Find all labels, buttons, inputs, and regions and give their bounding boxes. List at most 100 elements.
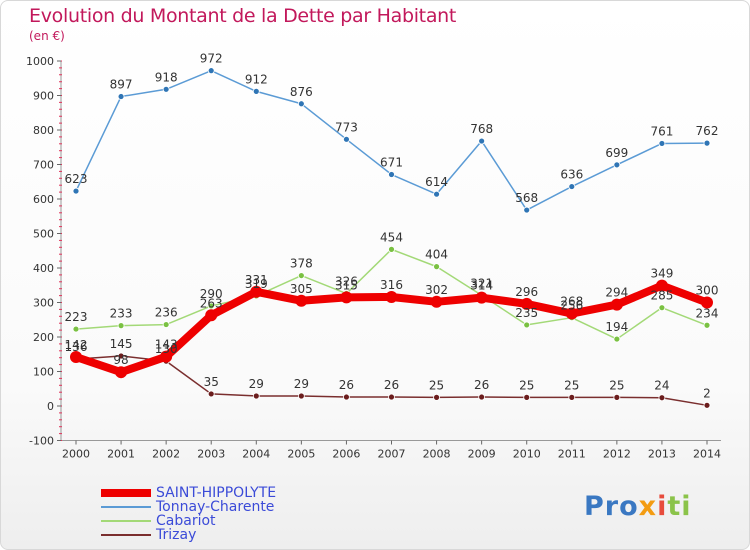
legend-label-trizay: Trizay [156,527,197,543]
x-tick-label: 2007 [378,448,406,461]
data-label: 349 [650,267,673,281]
y-tick-label: 300 [33,297,54,310]
data-point [70,351,82,364]
data-label: 296 [515,285,538,299]
data-label: 130 [155,342,178,356]
data-point [117,322,125,330]
legend-swatch-trizay [101,534,151,536]
y-tick-label: 400 [33,262,54,275]
data-point [252,392,260,400]
data-label: 143 [155,338,178,352]
data-point [207,67,215,75]
data-label: 761 [650,124,673,138]
data-label: 26 [474,378,489,392]
y-tick-label: -100 [29,435,54,448]
data-label: 29 [294,377,309,391]
x-tick-label: 2008 [423,448,451,461]
data-label: 24 [654,379,669,393]
data-label: 614 [425,175,448,189]
data-point [117,352,125,360]
data-label: 326 [335,275,358,289]
data-label: 263 [200,296,223,310]
data-point [658,304,666,312]
data-label: 331 [245,273,268,287]
data-point [388,171,395,178]
data-point [655,279,668,292]
data-point [207,302,215,310]
legend-label-cabariot: Cabariot [156,513,216,529]
data-label: 623 [65,172,88,186]
data-point [297,392,305,400]
data-label: 454 [380,230,403,244]
y-tick-label: 1000 [26,55,54,68]
y-tick-label: 100 [33,366,54,379]
series-line-1 [75,69,708,211]
x-tick-label: 2000 [62,448,90,461]
data-point [613,335,621,343]
data-point [475,291,488,304]
data-label: 25 [429,378,444,392]
data-label: 145 [110,337,133,351]
data-point [295,294,308,307]
data-label: 194 [605,320,628,334]
x-tick-label: 2002 [152,448,180,461]
y-tick-label: 800 [33,124,54,137]
data-label: 285 [650,289,673,303]
data-point [703,139,711,147]
data-point [388,393,395,401]
data-point [297,272,305,279]
data-label: 404 [425,248,448,262]
chart-subtitle: (en €) [29,29,65,43]
data-point [205,309,218,322]
data-label: 568 [515,191,538,205]
data-label: 233 [110,307,133,321]
data-label: 321 [470,276,493,290]
data-point [385,290,398,303]
data-label: 25 [519,378,534,392]
data-label: 142 [65,338,88,352]
data-point [115,366,128,379]
data-point [703,321,711,329]
x-tick-label: 2010 [513,448,541,461]
data-point [658,394,666,402]
data-label: 316 [380,278,403,292]
data-label: 699 [605,146,628,160]
data-label: 268 [560,295,583,309]
x-tick-label: 2013 [648,448,676,461]
data-label: 29 [249,377,264,391]
data-label: 290 [200,287,223,301]
data-point [613,393,621,401]
data-label: 256 [560,299,583,313]
data-point [701,296,713,309]
data-label: 302 [425,283,448,297]
y-tick-label: 500 [33,228,54,241]
data-label: 294 [605,286,628,300]
data-label: 35 [204,375,219,389]
data-label: 319 [245,277,268,291]
legend-swatch-cabariot [101,520,151,522]
y-tick-label: 600 [33,193,54,206]
y-tick-label: 700 [33,159,54,172]
data-label: 235 [515,306,538,320]
data-point [162,85,170,93]
data-point [658,140,666,147]
data-point [523,393,531,401]
y-tick-label: 0 [47,400,54,413]
data-label: 305 [290,282,313,296]
data-label: 762 [696,124,719,138]
x-tick-label: 2005 [287,448,315,461]
data-label: 26 [384,378,399,392]
data-label: 912 [245,72,268,86]
data-label: 636 [560,168,583,182]
data-label: 300 [696,284,719,298]
legend-label-saint-hippolyte: SAINT-HIPPOLYTE [156,485,277,501]
legend-swatch-tonnay-charente [101,506,151,508]
data-point [520,297,533,310]
data-label: 897 [110,78,133,92]
data-point [343,393,350,401]
y-tick-label: 900 [33,90,54,103]
data-label: 972 [200,52,223,66]
x-tick-label: 2003 [197,448,225,461]
